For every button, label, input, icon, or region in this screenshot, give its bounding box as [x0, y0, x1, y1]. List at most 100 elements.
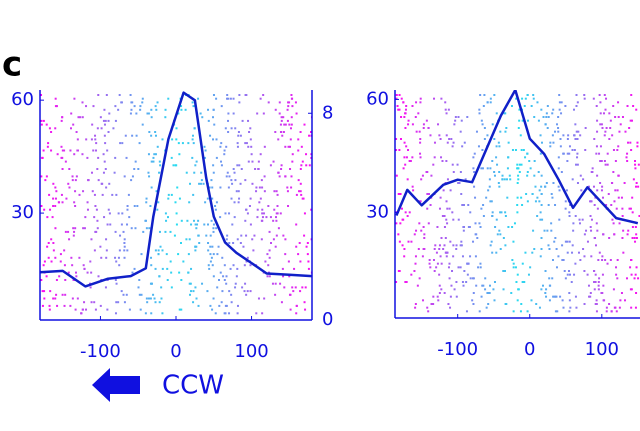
raster-dot — [111, 194, 113, 196]
raster-dot — [200, 113, 202, 115]
raster-dot — [438, 274, 440, 276]
raster-dot — [60, 157, 62, 159]
raster-dot — [234, 201, 236, 203]
raster-dot — [487, 167, 489, 169]
raster-dot — [605, 98, 607, 100]
raster-dot — [589, 200, 591, 202]
raster-dot — [61, 120, 63, 122]
raster-dot — [43, 120, 45, 122]
raster-dot — [304, 301, 306, 303]
raster-dot — [291, 105, 293, 107]
raster-dot — [449, 307, 451, 309]
raster-dot — [96, 168, 98, 170]
raster-dot — [237, 305, 239, 307]
raster-dot — [154, 131, 156, 133]
raster-dot — [462, 226, 464, 228]
raster-dot — [524, 105, 526, 107]
raster-dot — [268, 101, 270, 103]
raster-dot — [46, 246, 48, 248]
raster-dot — [629, 208, 631, 210]
raster-dot — [273, 190, 275, 192]
raster-dot — [426, 171, 428, 173]
raster-dot — [65, 231, 67, 233]
raster-dot — [69, 305, 71, 307]
raster-dot — [116, 283, 118, 285]
raster-dot — [456, 296, 458, 298]
raster-dot — [540, 134, 542, 136]
raster-dot — [559, 296, 561, 298]
raster-dot — [121, 224, 123, 226]
raster-dot — [590, 292, 592, 294]
raster-dot — [176, 212, 178, 214]
raster-dot — [238, 164, 240, 166]
raster-dot — [273, 238, 275, 240]
raster-dot — [87, 201, 89, 203]
raster-dot — [72, 227, 74, 229]
raster-dot — [91, 172, 93, 174]
raster-dot — [618, 116, 620, 118]
raster-dot — [76, 175, 78, 177]
raster-dot — [91, 301, 93, 303]
raster-dot — [593, 138, 595, 140]
raster-dot — [46, 275, 48, 277]
raster-dot — [114, 157, 116, 159]
raster-dot — [192, 138, 194, 140]
raster-dot — [551, 193, 553, 195]
raster-dot — [480, 208, 482, 210]
raster-dot — [536, 197, 538, 199]
raster-dot — [626, 153, 628, 155]
raster-dot — [449, 208, 451, 210]
raster-dot — [481, 296, 483, 298]
raster-dot — [517, 175, 519, 177]
raster-dot — [109, 224, 111, 226]
raster-dot — [558, 94, 560, 96]
raster-dot — [517, 288, 519, 290]
raster-dot — [307, 242, 309, 244]
raster-dot — [221, 105, 223, 107]
raster-dot — [208, 268, 210, 270]
raster-dot — [90, 286, 92, 288]
raster-dot — [485, 197, 487, 199]
raster-dot — [503, 237, 505, 239]
raster-dot — [415, 116, 417, 118]
raster-dot — [448, 266, 450, 268]
raster-dot — [290, 187, 292, 189]
raster-dot — [635, 233, 637, 235]
raster-dot — [73, 98, 75, 100]
raster-dot — [525, 98, 527, 100]
raster-dot — [201, 179, 203, 181]
raster-dot — [558, 156, 560, 158]
raster-dot — [572, 178, 574, 180]
raster-dot — [411, 105, 413, 107]
raster-dot — [226, 238, 228, 240]
raster-dot — [538, 200, 540, 202]
raster-dot — [574, 134, 576, 136]
raster-dot — [87, 209, 89, 211]
raster-dot — [540, 255, 542, 257]
raster-dot — [479, 94, 481, 96]
raster-dot — [255, 190, 257, 192]
raster-dot — [230, 294, 232, 296]
raster-dot — [511, 105, 513, 107]
raster-dot — [165, 109, 167, 111]
raster-dot — [264, 146, 266, 148]
raster-dot — [247, 290, 249, 292]
raster-dot — [455, 248, 457, 250]
raster-dot — [565, 200, 567, 202]
raster-dot — [121, 142, 123, 144]
raster-dot — [103, 172, 105, 174]
raster-dot — [483, 215, 485, 217]
raster-dot — [442, 215, 444, 217]
raster-dot — [519, 164, 521, 166]
raster-dot — [579, 134, 581, 136]
raster-dot — [403, 116, 405, 118]
raster-dot — [106, 249, 108, 251]
raster-dot — [211, 246, 213, 248]
raster-dot — [205, 150, 207, 152]
raster-dot — [167, 216, 169, 218]
raster-dot — [146, 198, 148, 200]
raster-dot — [157, 253, 159, 255]
raster-dot — [590, 255, 592, 257]
raster-dot — [308, 268, 310, 270]
raster-dot — [63, 150, 65, 152]
